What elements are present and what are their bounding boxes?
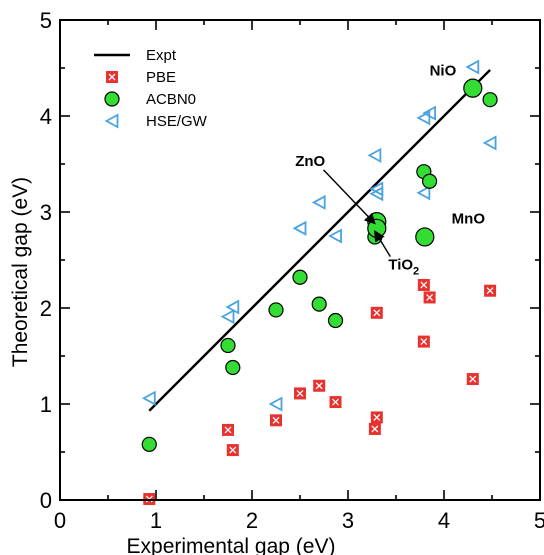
pbe-point-mark bbox=[224, 426, 232, 434]
annotation-label: MnO bbox=[452, 211, 486, 228]
acbn0-point bbox=[422, 173, 438, 189]
hse-gw-point bbox=[422, 105, 436, 121]
acbn0-point bbox=[415, 227, 435, 247]
pbe-point-mark bbox=[332, 398, 339, 406]
hse-gw-point bbox=[104, 113, 119, 129]
pbe-point-mark bbox=[426, 293, 434, 301]
x-tick-label: 1 bbox=[150, 508, 162, 533]
x-tick-label: 3 bbox=[342, 508, 354, 533]
pbe-point-mark bbox=[373, 413, 381, 421]
pbe-point-mark bbox=[272, 416, 280, 424]
hse-gw-point bbox=[220, 309, 235, 325]
y-axis-label: Theoretical gap (eV) bbox=[9, 177, 32, 367]
y-tick-label: 5 bbox=[40, 8, 52, 33]
legend-label: PBE bbox=[146, 69, 176, 86]
acbn0-point bbox=[141, 436, 157, 452]
legend-label: Expt bbox=[146, 47, 177, 64]
legend-label: ACBN0 bbox=[146, 91, 196, 108]
expt-line bbox=[148, 69, 491, 412]
hse-gw-point bbox=[482, 135, 497, 151]
y-tick-label: 1 bbox=[40, 392, 52, 417]
hse-gw-point bbox=[416, 185, 431, 201]
acbn0-point bbox=[220, 337, 236, 354]
pbe-point-mark bbox=[229, 446, 237, 454]
y-tick-label: 2 bbox=[40, 296, 52, 321]
pbe-point-mark bbox=[108, 73, 116, 81]
y-tick-label: 3 bbox=[40, 200, 52, 225]
hse-gw-point bbox=[268, 396, 283, 412]
plot-frame bbox=[59, 19, 541, 501]
legend: Expt PBE ACBN0 HSE/GW bbox=[94, 47, 208, 130]
annotation-label: TiO2 bbox=[388, 257, 419, 278]
pbe-point-mark bbox=[373, 309, 381, 317]
hse-gw-point bbox=[311, 194, 326, 210]
hse-gw-point bbox=[416, 110, 431, 126]
y-tick-label: 4 bbox=[40, 104, 52, 129]
annotation-arrow bbox=[323, 169, 376, 225]
hse-gw-point bbox=[367, 147, 382, 163]
legend-label: HSE/GW bbox=[146, 113, 208, 130]
x-tick-label: 0 bbox=[54, 508, 66, 533]
hse-gw-point bbox=[369, 181, 384, 197]
pbe-point-mark bbox=[486, 287, 494, 295]
pbe-point-mark bbox=[469, 375, 477, 383]
annotation-arrow bbox=[374, 230, 391, 257]
acbn0-point bbox=[292, 269, 308, 285]
x-tick-label: 5 bbox=[534, 508, 544, 533]
acbn0-point bbox=[463, 78, 483, 98]
acbn0-point bbox=[268, 302, 284, 318]
pbe-point-mark bbox=[420, 281, 428, 289]
hse-gw-point bbox=[292, 220, 307, 236]
acbn0-point bbox=[311, 296, 327, 312]
pbe-point-mark bbox=[420, 338, 428, 346]
x-axis-label: Experimental gap (eV) bbox=[127, 535, 336, 555]
hse-gw-point bbox=[141, 390, 156, 406]
acbn0-point bbox=[225, 359, 241, 376]
annotation-label: ZnO bbox=[295, 153, 325, 170]
hse-gw-point bbox=[328, 228, 342, 244]
y-tick-label: 0 bbox=[40, 488, 52, 513]
acbn0-point bbox=[482, 92, 498, 108]
acbn0-point bbox=[327, 312, 344, 329]
acbn0-point bbox=[104, 91, 120, 107]
annotation-subscript: 2 bbox=[413, 266, 419, 278]
pbe-point-mark bbox=[315, 382, 323, 390]
x-tick-label: 4 bbox=[438, 508, 450, 533]
hse-gw-point bbox=[465, 59, 480, 75]
x-tick-label: 2 bbox=[246, 508, 258, 533]
annotation-label: NiO bbox=[430, 63, 457, 80]
hse-gw-point bbox=[225, 299, 240, 315]
pbe-point-mark bbox=[371, 425, 379, 433]
pbe-point-mark bbox=[296, 389, 304, 397]
